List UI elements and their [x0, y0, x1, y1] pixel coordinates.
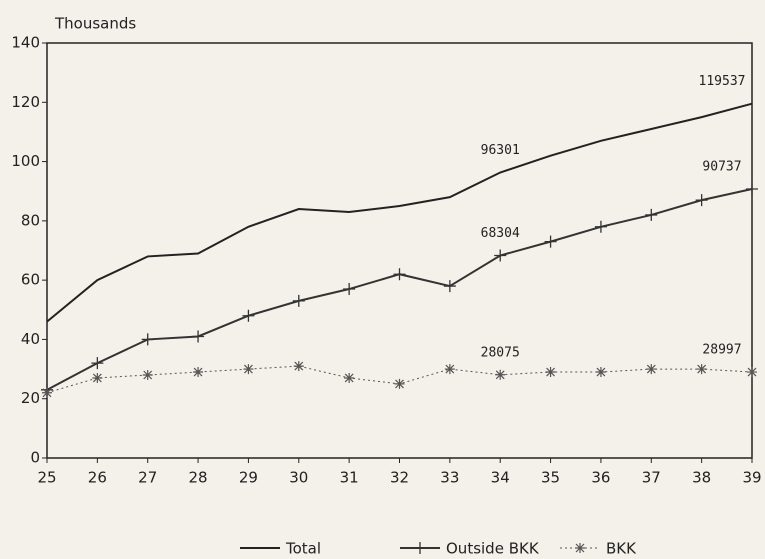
legend-label: Total — [285, 540, 321, 558]
marker — [193, 367, 204, 378]
marker — [92, 372, 103, 383]
series-line — [46, 102, 753, 323]
marker — [243, 364, 254, 375]
marker — [494, 249, 507, 262]
marker — [575, 543, 585, 553]
data-label: 68304 — [481, 226, 520, 241]
marker — [91, 357, 104, 370]
y-axis-label: Thousands — [54, 15, 136, 33]
marker — [292, 294, 305, 307]
marker — [595, 367, 606, 378]
data-label: 119537 — [699, 74, 746, 89]
x-tick-label: 33 — [440, 469, 459, 487]
marker — [344, 372, 355, 383]
legend-label: BKK — [606, 540, 637, 558]
marker — [696, 364, 707, 375]
marker — [495, 369, 506, 380]
x-tick-label: 25 — [37, 469, 56, 487]
marker — [242, 309, 255, 322]
y-tick-label: 100 — [11, 152, 40, 170]
marker — [393, 268, 406, 281]
marker — [443, 280, 456, 293]
data-label: 28075 — [481, 345, 520, 360]
marker — [594, 220, 607, 233]
marker — [414, 542, 426, 554]
marker — [192, 330, 205, 343]
y-tick-label: 20 — [21, 389, 40, 407]
marker — [646, 364, 657, 375]
y-tick-label: 80 — [21, 211, 40, 229]
x-tick-label: 28 — [189, 469, 208, 487]
legend-label: Outside BKK — [446, 540, 540, 558]
y-tick-label: 60 — [21, 271, 40, 289]
x-tick-label: 31 — [340, 469, 359, 487]
y-tick-label: 0 — [30, 449, 40, 467]
data-label: 96301 — [481, 143, 520, 158]
x-tick-label: 39 — [742, 469, 761, 487]
y-tick-label: 40 — [21, 330, 40, 348]
marker — [394, 378, 405, 389]
x-tick-label: 32 — [390, 469, 409, 487]
data-label: 90737 — [702, 160, 741, 175]
marker — [293, 361, 304, 372]
series-line — [46, 188, 753, 391]
x-tick-label: 37 — [642, 469, 661, 487]
x-tick-label: 30 — [289, 469, 308, 487]
marker — [141, 333, 154, 346]
marker — [343, 283, 356, 296]
data-label: 28997 — [702, 343, 741, 358]
plot-frame — [46, 42, 753, 459]
marker — [444, 364, 455, 375]
marker — [746, 183, 758, 196]
marker — [645, 208, 658, 221]
x-tick-label: 38 — [692, 469, 711, 487]
marker — [544, 235, 557, 248]
x-tick-label: 26 — [88, 469, 107, 487]
y-tick-label: 120 — [11, 93, 40, 111]
x-tick-label: 29 — [239, 469, 258, 487]
x-tick-label: 34 — [491, 469, 510, 487]
marker — [695, 194, 708, 207]
x-tick-label: 27 — [138, 469, 157, 487]
marker — [142, 370, 153, 380]
x-tick-label: 36 — [591, 469, 610, 487]
x-tick-label: 35 — [541, 469, 560, 487]
marker — [42, 387, 52, 398]
marker — [545, 367, 556, 378]
y-tick-label: 140 — [11, 34, 40, 52]
marker — [747, 367, 757, 378]
